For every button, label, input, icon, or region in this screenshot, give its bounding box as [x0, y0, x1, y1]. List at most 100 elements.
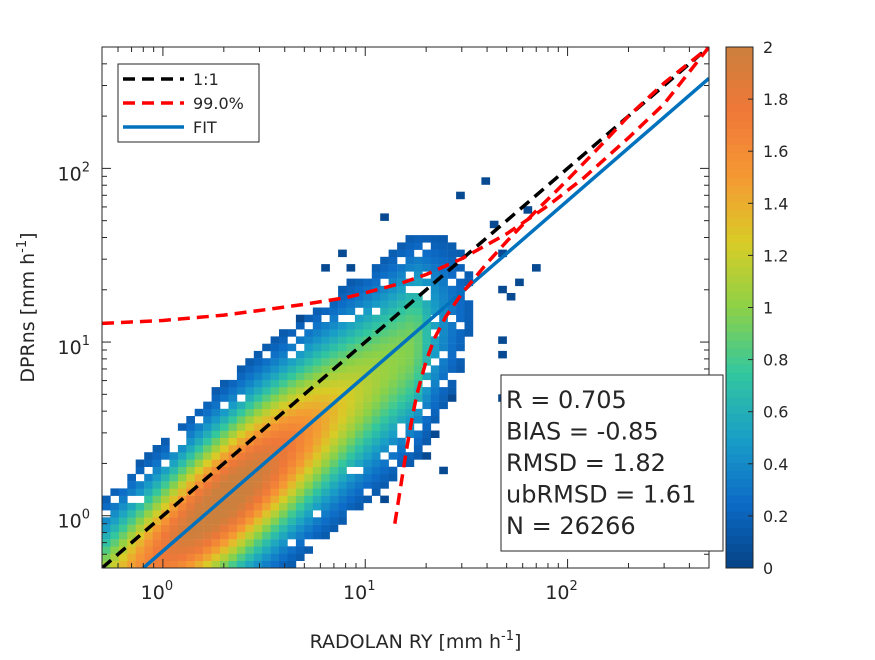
- density-cell: [380, 372, 389, 381]
- density-cell: [380, 408, 389, 417]
- density-cell: [371, 430, 381, 438]
- legend-label: FIT: [193, 118, 217, 137]
- density-cell: [236, 539, 246, 547]
- density-cell: [177, 488, 187, 496]
- density-cell: [287, 423, 297, 431]
- density-cell: [413, 336, 423, 344]
- density-cell: [295, 379, 305, 388]
- density-cell: [279, 350, 288, 359]
- density-cell: [203, 553, 212, 561]
- density-cell: [380, 314, 389, 323]
- density-cell: [354, 423, 364, 431]
- density-cell: [371, 394, 381, 402]
- density-cell: [262, 531, 271, 540]
- density-cell: [270, 437, 280, 446]
- density-cell: [430, 372, 440, 381]
- density-cell: [253, 539, 263, 547]
- density-cell: [354, 314, 364, 323]
- density-cell: [245, 408, 254, 417]
- density-cell: [245, 546, 254, 554]
- density-cell: [413, 445, 423, 453]
- density-cell: [186, 502, 195, 511]
- density-cell: [321, 401, 330, 410]
- density-cell: [194, 495, 204, 504]
- density-cell: [354, 401, 364, 410]
- density-cell: [405, 249, 415, 258]
- density-cell: [245, 379, 254, 388]
- density-cell: [177, 517, 187, 525]
- colorbar-segment: [726, 242, 753, 251]
- density-cell: [270, 531, 280, 540]
- density-cell: [338, 408, 347, 417]
- density-cell: [346, 264, 356, 272]
- density-cell: [321, 445, 330, 453]
- density-cell: [430, 264, 440, 272]
- density-cell: [262, 379, 271, 388]
- density-cell: [228, 560, 238, 568]
- density-cell: [338, 466, 347, 475]
- density-cell: [304, 445, 313, 453]
- density-cell: [430, 416, 440, 424]
- density-cell: [287, 329, 297, 337]
- density-cell: [338, 445, 347, 453]
- density-cell: [321, 264, 330, 272]
- x-axis-label: RADOLAN RY [mm h-1]: [310, 629, 522, 653]
- density-cell: [447, 329, 457, 337]
- legend-label: 1:1: [193, 70, 219, 89]
- colorbar-segment: [726, 372, 753, 382]
- density-cell: [253, 401, 263, 410]
- density-cell: [338, 358, 347, 366]
- density-cell: [262, 437, 271, 446]
- density-cell: [312, 488, 322, 496]
- colorbar-segment: [726, 299, 753, 308]
- density-cell: [321, 473, 330, 482]
- density-cell: [338, 502, 347, 511]
- density-cell: [228, 546, 238, 554]
- density-cell: [422, 416, 432, 424]
- density-cell: [203, 488, 212, 496]
- density-cell: [279, 560, 288, 568]
- density-cell: [354, 473, 364, 482]
- colorbar-segment: [726, 421, 753, 431]
- density-cell: [413, 365, 423, 373]
- density-cell: [422, 394, 432, 402]
- density-cell: [287, 531, 297, 540]
- density-cell: [439, 242, 448, 250]
- density-cell: [236, 437, 246, 446]
- density-cell: [102, 502, 111, 511]
- x-tick-label: 102: [545, 579, 577, 604]
- density-cell: [253, 452, 263, 460]
- density-cell: [295, 350, 305, 359]
- density-cell: [270, 445, 280, 453]
- density-cell: [279, 517, 288, 525]
- density-cell: [405, 408, 415, 417]
- density-cell: [397, 365, 406, 373]
- density-cell: [413, 293, 423, 301]
- density-cell: [236, 473, 246, 482]
- density-cell: [295, 365, 305, 373]
- density-cell: [245, 459, 254, 467]
- density-cell: [194, 408, 204, 417]
- density-cell: [371, 278, 381, 287]
- density-cell: [321, 488, 330, 496]
- density-cell: [127, 546, 136, 554]
- density-cell: [144, 539, 153, 547]
- density-cell: [127, 488, 136, 496]
- density-cell: [152, 517, 162, 525]
- density-cell: [228, 524, 238, 533]
- density-cell: [177, 473, 187, 482]
- density-cell: [161, 445, 170, 453]
- density-cell: [270, 343, 280, 352]
- density-cell: [363, 430, 372, 438]
- density-cell: [430, 394, 440, 402]
- density-cell: [439, 394, 448, 402]
- density-cell: [413, 314, 423, 323]
- density-cell: [270, 372, 280, 381]
- density-cell: [397, 459, 406, 467]
- density-cell: [388, 423, 398, 431]
- density-cell: [413, 358, 423, 366]
- density-cell: [405, 416, 415, 424]
- density-cell: [346, 379, 356, 388]
- density-cell: [177, 481, 187, 489]
- density-cell: [397, 249, 406, 258]
